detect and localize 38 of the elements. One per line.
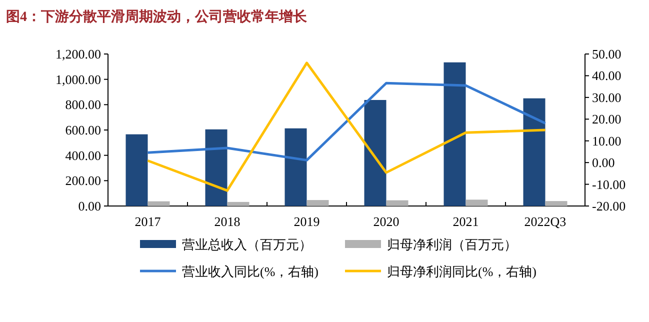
bar: [466, 200, 488, 206]
y2-tick-label: 30.00: [592, 90, 622, 105]
y-tick-label: 400.00: [65, 148, 101, 163]
y-tick-label: 200.00: [65, 173, 101, 188]
bar: [364, 100, 386, 206]
y2-tick-label: 40.00: [592, 68, 622, 84]
bar: [284, 128, 307, 206]
x-tick-label: 2017: [134, 214, 162, 229]
chart-title: 图4：下游分散平滑周期波动，公司营收常年增长: [6, 9, 308, 25]
x-tick-label: 2021: [452, 214, 479, 229]
bar: [227, 202, 250, 206]
y-tick-label: 1,200.00: [56, 46, 101, 62]
legend-label: 归母净利润同比(%，右轴): [387, 264, 536, 279]
y2-tick-label: 50.00: [592, 46, 622, 62]
legend-label: 营业收入同比(%，右轴): [182, 264, 318, 279]
y-tick-label: 600.00: [65, 122, 101, 138]
bar: [205, 129, 228, 206]
y2-tick-label: 0.00: [592, 155, 615, 170]
bar: [306, 200, 329, 206]
y2-tick-label: 10.00: [592, 133, 622, 148]
legend-label: 营业总收入（百万元）: [182, 237, 312, 252]
x-tick-label: 2022Q3: [524, 214, 566, 229]
y2-tick-label: -10.00: [592, 176, 626, 192]
bar: [126, 134, 148, 206]
bar: [545, 201, 568, 206]
x-tick-label: 2019: [294, 214, 320, 229]
bar: [386, 200, 408, 206]
y-tick-label: 800.00: [65, 97, 101, 112]
bar: [148, 201, 170, 206]
bar: [444, 62, 466, 206]
y2-tick-label: -20.00: [592, 198, 626, 214]
bar: [523, 98, 546, 206]
x-tick-label: 2018: [214, 214, 240, 229]
y-tick-label: 1,000.00: [56, 72, 101, 87]
x-tick-label: 2020: [373, 214, 400, 229]
y-tick-label: 0.00: [78, 198, 101, 214]
y2-tick-label: 20.00: [592, 112, 622, 127]
legend-label: 归母净利润（百万元）: [387, 237, 517, 252]
